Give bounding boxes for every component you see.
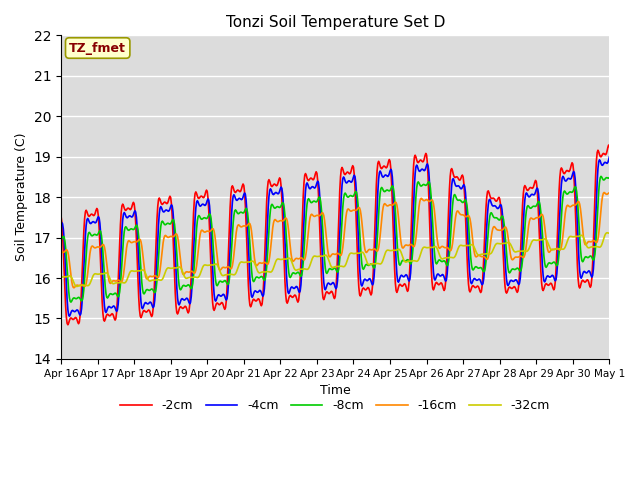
-16cm xyxy=(556,247,564,253)
-2cm xyxy=(435,282,443,288)
-2cm xyxy=(202,189,209,195)
-32cm xyxy=(57,274,65,280)
-8cm xyxy=(381,189,388,194)
-32cm xyxy=(604,230,611,236)
-4cm xyxy=(179,296,186,301)
-2cm xyxy=(328,288,335,294)
-16cm xyxy=(202,229,209,235)
-8cm xyxy=(597,173,605,179)
-8cm xyxy=(67,299,75,305)
-16cm xyxy=(381,201,388,206)
-4cm xyxy=(328,281,335,287)
-16cm xyxy=(179,269,186,275)
-32cm xyxy=(556,246,564,252)
-8cm xyxy=(179,284,186,290)
-2cm xyxy=(605,142,612,148)
-4cm xyxy=(435,272,443,277)
Line: -4cm: -4cm xyxy=(61,157,609,316)
-8cm xyxy=(435,257,443,263)
Legend: -2cm, -4cm, -8cm, -16cm, -32cm: -2cm, -4cm, -8cm, -16cm, -32cm xyxy=(115,395,555,418)
-16cm xyxy=(600,190,608,195)
Text: TZ_fmet: TZ_fmet xyxy=(69,41,126,55)
-2cm xyxy=(605,144,613,149)
-32cm xyxy=(605,230,613,236)
Y-axis label: Soil Temperature (C): Soil Temperature (C) xyxy=(15,133,28,262)
-16cm xyxy=(435,245,443,251)
-16cm xyxy=(70,285,78,291)
-16cm xyxy=(57,249,65,255)
-32cm xyxy=(435,250,443,256)
-2cm xyxy=(64,322,72,328)
-8cm xyxy=(605,175,613,180)
Line: -8cm: -8cm xyxy=(61,176,609,302)
-4cm xyxy=(381,173,388,179)
-32cm xyxy=(202,262,209,268)
Line: -2cm: -2cm xyxy=(61,145,609,325)
-4cm xyxy=(556,208,564,214)
X-axis label: Time: Time xyxy=(320,384,351,397)
-8cm xyxy=(328,266,335,272)
-4cm xyxy=(65,313,73,319)
Line: -32cm: -32cm xyxy=(61,233,609,287)
-32cm xyxy=(381,252,388,258)
Title: Tonzi Soil Temperature Set D: Tonzi Soil Temperature Set D xyxy=(225,15,445,30)
-2cm xyxy=(381,164,388,169)
-8cm xyxy=(202,216,209,221)
-32cm xyxy=(73,284,81,289)
-32cm xyxy=(328,264,335,270)
Line: -16cm: -16cm xyxy=(61,192,609,288)
-2cm xyxy=(57,213,65,219)
-8cm xyxy=(556,239,564,245)
-8cm xyxy=(57,237,65,243)
-16cm xyxy=(605,190,613,195)
-16cm xyxy=(328,252,335,258)
-4cm xyxy=(57,221,65,227)
-2cm xyxy=(179,305,186,311)
-2cm xyxy=(556,174,564,180)
-32cm xyxy=(179,268,186,274)
-4cm xyxy=(202,202,209,208)
-4cm xyxy=(605,154,613,160)
